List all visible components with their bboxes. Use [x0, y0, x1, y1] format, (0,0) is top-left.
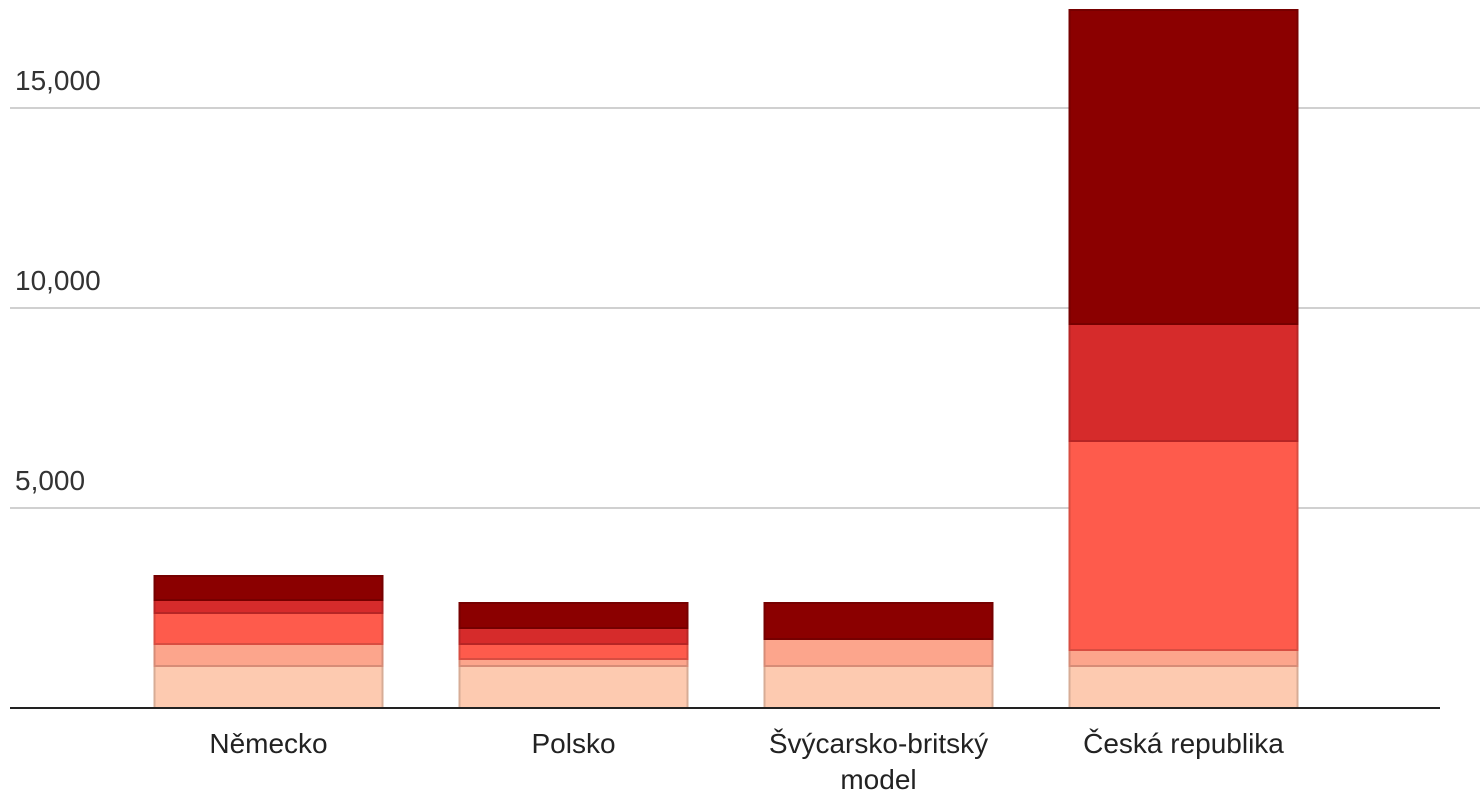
- y-tick-label: 10,000: [15, 265, 101, 296]
- bar-segment: [458, 627, 689, 645]
- bar-segment: [153, 612, 384, 645]
- x-tick-label: Německo: [209, 728, 328, 759]
- bar-segment: [1068, 665, 1299, 709]
- x-tick-label: Polsko: [531, 728, 616, 759]
- bar-segment: [153, 599, 384, 614]
- bar-segment: [763, 665, 994, 709]
- bar-segment: [153, 665, 384, 709]
- bar-segment: [1068, 323, 1299, 442]
- bar-segment: [763, 602, 994, 640]
- bar-segment: [1068, 9, 1299, 325]
- bar-segment: [458, 658, 689, 667]
- x-tick-label: Česká republika: [1083, 728, 1284, 759]
- y-tick-label: 5,000: [15, 465, 85, 496]
- x-tick-label: Švýcarsko-britský model: [768, 728, 989, 795]
- y-tick-label: 15,000: [15, 65, 101, 96]
- bar-segment: [1068, 440, 1299, 651]
- bar-segment: [763, 638, 994, 667]
- bar-segment: [1068, 649, 1299, 667]
- bar-segment: [458, 665, 689, 709]
- bar-segment: [153, 643, 384, 667]
- bar-segment: [153, 575, 384, 601]
- bar-segment: [458, 602, 689, 629]
- bar-segment: [458, 643, 689, 660]
